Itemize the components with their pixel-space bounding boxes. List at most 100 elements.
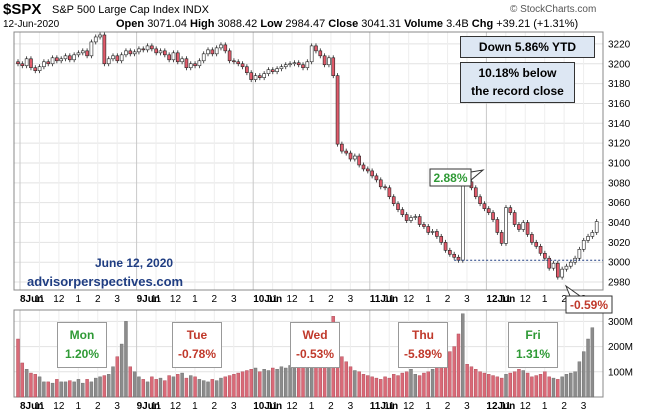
candle-body (361, 164, 366, 170)
candle-body (538, 246, 543, 254)
candle-body (253, 75, 258, 80)
volume-label: Volume (404, 18, 444, 30)
volume-bar (573, 371, 577, 398)
volume-bar (474, 369, 478, 398)
candle-body (141, 48, 146, 51)
candle-body (413, 216, 418, 218)
price-tick-label: 3060 (608, 198, 631, 209)
candle-body (227, 50, 232, 62)
volume-bar (214, 380, 219, 398)
day-box-thu: Thu -5.89% (398, 322, 448, 368)
volume-bar (391, 374, 396, 398)
day-box-mon: Mon 1.20% (57, 322, 107, 368)
candle-body (29, 58, 33, 69)
candle-body (219, 44, 223, 49)
volume-bar (547, 376, 551, 398)
callout-down-text: -0.59% (570, 298, 608, 312)
close-label: Close (328, 18, 359, 30)
volume-bar (180, 372, 184, 398)
volume-bar (383, 376, 387, 398)
time-tick-label: 11 (151, 401, 162, 412)
candle-body (184, 58, 189, 69)
volume-bar (245, 370, 249, 398)
volume-bar (340, 356, 344, 398)
volume-bar (219, 377, 223, 398)
watermark: © StockCharts.com (510, 4, 597, 15)
candle-body (586, 236, 590, 241)
candle-body (409, 217, 413, 221)
candle-body (577, 249, 582, 259)
candle-body (158, 50, 163, 54)
candle-body (46, 61, 51, 65)
volume-value: 3.4B (446, 18, 469, 30)
candle-body (262, 73, 266, 78)
candle-body (564, 265, 569, 270)
ytd-annotation: Down 5.86% YTD (460, 36, 595, 58)
callouts: 2.88% -0.59% (429, 168, 613, 314)
date-annotation: June 12, 2020 (95, 256, 174, 270)
volume-bar (279, 366, 284, 398)
volume-bar (55, 379, 59, 398)
volume-bar (201, 380, 206, 398)
close-value: 3041.31 (361, 18, 402, 30)
candle-body (473, 187, 478, 198)
candle-body (232, 60, 236, 63)
low-label: Low (260, 18, 283, 30)
volume-bar (119, 343, 124, 398)
volume-bar (33, 374, 37, 398)
candle-body (478, 196, 482, 204)
volume-bar (564, 374, 569, 398)
time-tick-label: 11 (501, 294, 512, 305)
callout-down-box (565, 295, 613, 314)
price-tick-label: 3020 (608, 238, 631, 249)
volume-bar (132, 371, 137, 398)
day-box-label: Mon (69, 328, 95, 342)
time-tick-label: 9Jun (137, 294, 160, 305)
volume-bar (556, 379, 560, 398)
candle-body (197, 60, 202, 67)
volume-bar (396, 375, 400, 398)
day-box-label: Wed (302, 328, 328, 342)
time-tick-label: 2 (95, 401, 101, 412)
time-tick-label: 9Jun (137, 401, 160, 412)
candle-body (495, 219, 500, 233)
volume-bar (508, 372, 513, 398)
volume-bar (111, 366, 115, 398)
volume-bar (115, 356, 120, 398)
candle-body (59, 58, 63, 62)
price-tick-label: 3140 (608, 119, 631, 130)
index-name: S&P 500 Large Cap Index INDX (52, 4, 209, 16)
candle-body (119, 54, 124, 62)
volume-bar (81, 382, 85, 398)
candle-body (525, 222, 530, 235)
time-tick-label: 12 (403, 401, 415, 412)
volume-bar (582, 351, 586, 398)
index-exchange: INDX (182, 4, 209, 16)
volume-bar (85, 379, 89, 398)
index-full-name: S&P 500 Large Cap Index (52, 4, 180, 16)
day-box-change: 1.31% (515, 347, 551, 361)
time-tick-label: 11 (384, 294, 395, 305)
price-tick-label: 2980 (608, 278, 631, 289)
candle-body (314, 45, 318, 52)
price-frame-border (13, 31, 604, 291)
volume-bar (512, 371, 517, 398)
volume-bar (197, 379, 202, 398)
volume-bar (357, 371, 361, 398)
callout-down: -0.59% (564, 284, 613, 314)
candle-body (236, 61, 241, 65)
day-box-wed: Wed -0.53% (290, 322, 340, 368)
time-tick-label: 12 (170, 401, 182, 412)
volume-bar (163, 380, 167, 398)
candle-body (448, 250, 452, 255)
volume-bar (271, 367, 275, 398)
volume-bar (37, 376, 42, 398)
volume-bar (275, 369, 279, 398)
volume-bar (530, 376, 534, 398)
candle-body (163, 50, 167, 56)
candle-body (214, 47, 219, 55)
volume-bar (499, 377, 504, 398)
volume-bar (137, 376, 141, 398)
volume-bar (232, 374, 236, 398)
